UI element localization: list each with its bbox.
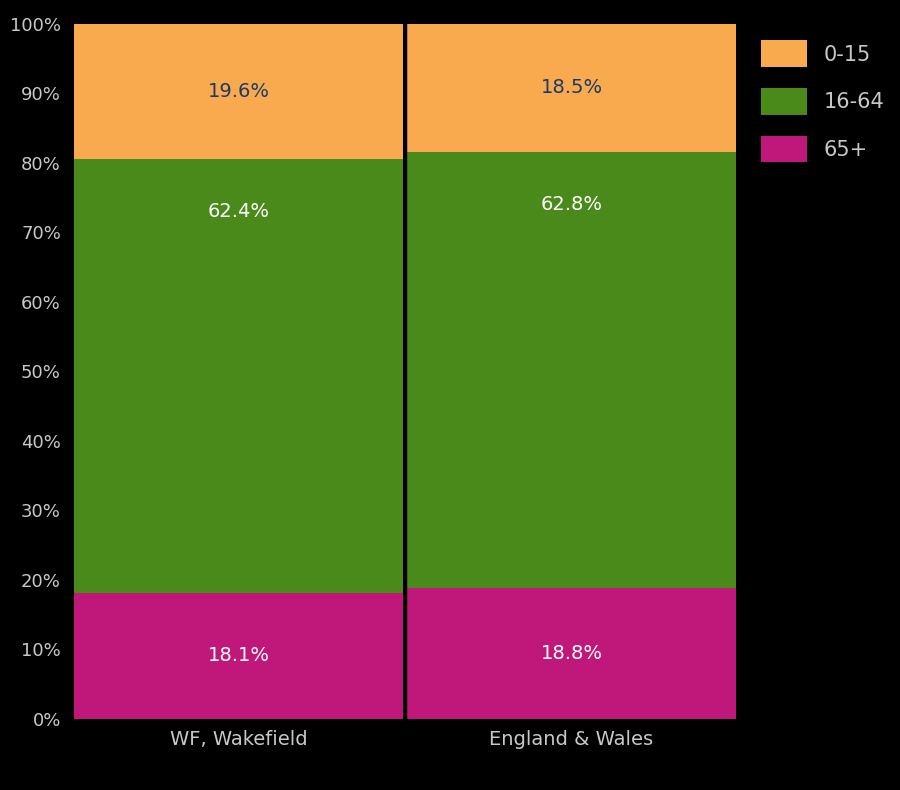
Bar: [407, 23, 736, 152]
Text: 62.8%: 62.8%: [541, 194, 602, 213]
Bar: [74, 160, 403, 593]
Bar: [74, 23, 403, 160]
Legend: 0-15, 16-64, 65+: 0-15, 16-64, 65+: [755, 34, 891, 168]
Text: 62.4%: 62.4%: [208, 201, 269, 221]
Bar: [74, 593, 403, 719]
Text: 19.6%: 19.6%: [208, 81, 269, 100]
Text: 18.5%: 18.5%: [540, 77, 603, 97]
Text: 18.8%: 18.8%: [541, 644, 602, 663]
Bar: [407, 589, 736, 719]
Text: 18.1%: 18.1%: [208, 646, 269, 665]
Bar: [407, 152, 736, 589]
